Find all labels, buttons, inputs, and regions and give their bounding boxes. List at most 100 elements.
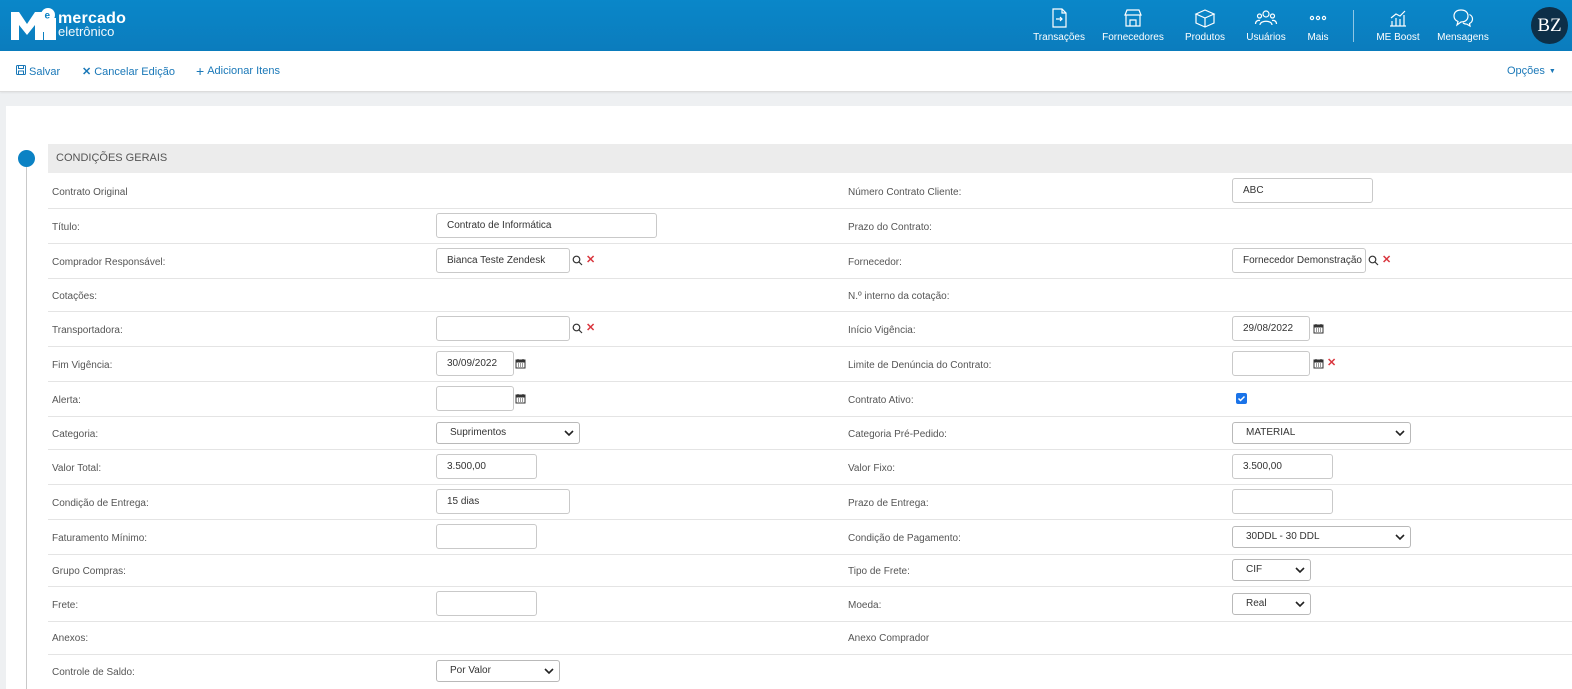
frete-input[interactable] <box>436 591 537 616</box>
nav-label: Transações <box>1033 32 1085 43</box>
anexo-comprador-label: Anexo Comprador <box>848 633 930 644</box>
condicao-pagamento-label: Condição de Pagamento: <box>848 533 961 544</box>
logo-text-line2: eletrônico <box>58 24 115 39</box>
search-icon[interactable] <box>1368 255 1379 266</box>
prazo-entrega-label: Prazo de Entrega: <box>848 498 929 509</box>
mercado-eletronico-logo[interactable]: e mercado eletrônico <box>10 8 126 42</box>
form-row: Valor Total: 3.500,00 Valor Fixo: 3.500,… <box>48 450 1572 485</box>
nav-produtos[interactable]: Produtos <box>1174 0 1236 43</box>
categoria-pre-pedido-selected-value: MATERIAL <box>1246 427 1296 438</box>
anexos-label: Anexos: <box>52 633 89 644</box>
save-button[interactable]: Salvar <box>16 65 60 78</box>
nav-label: Fornecedores <box>1102 32 1164 43</box>
moeda-select[interactable]: Real <box>1232 593 1311 615</box>
controle-saldo-select[interactable]: Por Valor <box>436 660 560 682</box>
chevron-down-icon <box>1295 601 1305 608</box>
main-nav: Transações Fornecedores Produtos Usuário… <box>1028 0 1496 51</box>
tipo-frete-selected-value: CIF <box>1246 564 1263 575</box>
inicio-vigencia-input[interactable]: 29/08/2022 <box>1232 316 1310 341</box>
moeda-selected-value: Real <box>1246 598 1267 609</box>
titulo-input[interactable]: Contrato de Informática <box>436 213 657 238</box>
faturamento-minimo-input[interactable] <box>436 524 537 549</box>
inicio-vigencia-label: Início Vigência: <box>848 325 916 336</box>
form-row: Frete: Moeda: Real <box>48 587 1572 622</box>
form-row: Alerta: Contrato Ativo: <box>48 382 1572 417</box>
clear-fornecedor-icon[interactable]: ✕ <box>1382 254 1392 266</box>
nav-label: Mensagens <box>1437 32 1489 43</box>
transportadora-input[interactable] <box>436 316 570 341</box>
plus-icon: + <box>196 62 205 79</box>
cancel-edit-label: Cancelar Edição <box>94 65 175 78</box>
checkmark-icon <box>1237 395 1246 402</box>
cotacoes-label: Cotações: <box>52 291 98 302</box>
controle-saldo-label: Controle de Saldo: <box>52 667 135 678</box>
nav-transacoes[interactable]: Transações <box>1028 0 1090 43</box>
tipo-frete-select[interactable]: CIF <box>1232 559 1311 581</box>
add-items-button[interactable]: + Adicionar Itens <box>196 62 280 79</box>
timeline-step-dot <box>18 150 35 167</box>
clear-comprador-icon[interactable]: ✕ <box>586 254 596 266</box>
titulo-label: Título: <box>52 222 80 233</box>
nav-me-boost[interactable]: ME Boost <box>1366 0 1430 43</box>
fornecedor-label: Fornecedor: <box>848 257 902 268</box>
condicao-pagamento-selected-value: 30DDL - 30 DDL <box>1246 531 1320 542</box>
fim-vigencia-input[interactable]: 30/09/2022 <box>436 351 514 376</box>
form-row: Comprador Responsável: Bianca Teste Zend… <box>48 244 1572 279</box>
valor-total-input[interactable]: 3.500,00 <box>436 454 537 479</box>
categoria-select[interactable]: Suprimentos <box>436 422 580 444</box>
limite-denuncia-label: Limite de Denúncia do Contrato: <box>848 360 992 371</box>
moeda-label: Moeda: <box>848 600 882 611</box>
form-row: Título: Contrato de Informática Prazo do… <box>48 209 1572 244</box>
prazo-entrega-input[interactable] <box>1232 489 1333 514</box>
valor-fixo-input[interactable]: 3.500,00 <box>1232 454 1333 479</box>
form-row: Categoria: Suprimentos Categoria Pré-Ped… <box>48 417 1572 450</box>
fim-vigencia-label: Fim Vigência: <box>52 360 113 371</box>
alerta-input[interactable] <box>436 386 514 411</box>
form-row: Anexos: Anexo Comprador <box>48 622 1572 655</box>
chevron-down-icon <box>1395 534 1405 541</box>
svg-text:e: e <box>45 11 51 22</box>
nav-usuarios[interactable]: Usuários <box>1236 0 1296 43</box>
valor-fixo-label: Valor Fixo: <box>848 463 896 474</box>
chevron-down-icon <box>544 668 554 675</box>
calendar-icon[interactable] <box>515 393 526 404</box>
numero-contrato-cliente-label: Número Contrato Cliente: <box>848 187 962 198</box>
chevron-down-icon <box>564 430 574 437</box>
search-icon[interactable] <box>572 255 583 266</box>
form-row: Transportadora: ✕ Início Vigência: 29/08… <box>48 312 1572 347</box>
numero-contrato-cliente-input[interactable]: ABC <box>1232 178 1373 203</box>
clear-limite-denuncia-icon[interactable]: ✕ <box>1327 357 1337 369</box>
clear-transportadora-icon[interactable]: ✕ <box>586 322 596 334</box>
contrato-ativo-checkbox[interactable] <box>1236 393 1247 404</box>
cancel-edit-button[interactable]: ✕ Cancelar Edição <box>82 65 175 79</box>
save-icon <box>16 65 26 78</box>
frete-label: Frete: <box>52 600 79 611</box>
categoria-pre-pedido-select[interactable]: MATERIAL <box>1232 422 1411 444</box>
limite-denuncia-input[interactable] <box>1232 351 1310 376</box>
transactions-icon <box>1052 8 1067 28</box>
categoria-pre-pedido-label: Categoria Pré-Pedido: <box>848 429 947 440</box>
user-avatar[interactable]: BZ <box>1531 7 1568 44</box>
calendar-icon[interactable] <box>1313 323 1324 334</box>
logo-me-mark-icon: e <box>10 8 56 42</box>
contrato-original-label: Contrato Original <box>52 187 128 198</box>
calendar-icon[interactable] <box>515 358 526 369</box>
nav-label: Produtos <box>1184 32 1226 43</box>
caret-down-icon: ▼ <box>1548 67 1556 75</box>
search-icon[interactable] <box>572 323 583 334</box>
timeline-line <box>26 158 27 689</box>
condicao-entrega-input[interactable]: 15 dias <box>436 489 570 514</box>
controle-saldo-selected-value: Por Valor <box>450 665 491 676</box>
contract-form-card <box>6 106 1572 689</box>
nav-mensagens[interactable]: Mensagens <box>1430 0 1496 43</box>
prazo-contrato-label: Prazo do Contrato: <box>848 222 932 233</box>
top-navigation-bar: e mercado eletrônico Transações Forneced… <box>0 0 1572 51</box>
nav-fornecedores[interactable]: Fornecedores <box>1092 0 1174 43</box>
fornecedor-input[interactable]: Fornecedor Demonstração <box>1232 248 1366 273</box>
options-dropdown[interactable]: Opções ▼ <box>1507 65 1556 77</box>
nav-mais[interactable]: Mais <box>1296 0 1340 43</box>
nav-divider <box>1353 10 1354 42</box>
condicao-pagamento-select[interactable]: 30DDL - 30 DDL <box>1232 526 1411 548</box>
calendar-icon[interactable] <box>1313 358 1324 369</box>
comprador-responsavel-input[interactable]: Bianca Teste Zendesk <box>436 248 570 273</box>
